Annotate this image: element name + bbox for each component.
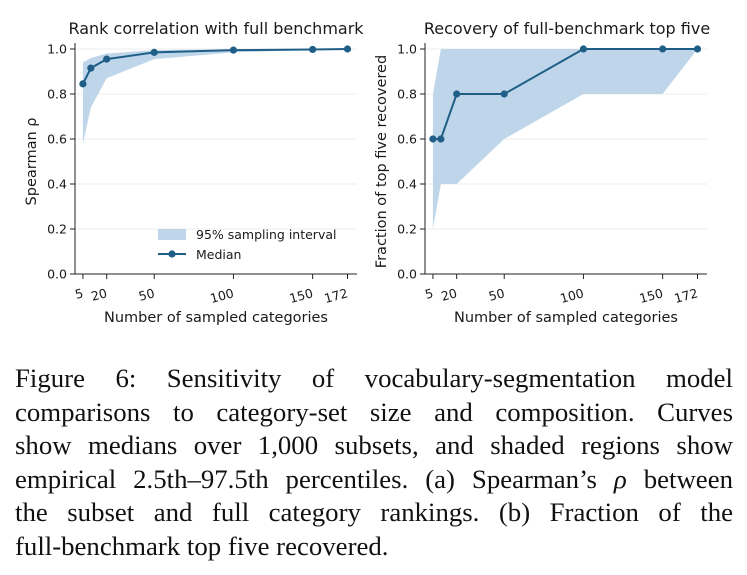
- median-point: [79, 80, 87, 88]
- x-tick-label: 20: [89, 285, 108, 304]
- sampling-interval-band: [82, 49, 348, 144]
- caption-line: Figure 6: Sensitivity of vocabulary-segm…: [15, 363, 733, 393]
- y-tick-label: 0.6: [47, 132, 67, 147]
- median-point: [229, 46, 238, 54]
- x-axis-label: Number of sampled categories: [104, 310, 328, 326]
- caption-line: empirical 2.5th–97.5th percentiles. (a) …: [15, 463, 733, 494]
- y-tick-label: 1.0: [397, 42, 417, 57]
- y-tick-label: 0.0: [47, 267, 67, 282]
- y-tick-label: 0.4: [397, 177, 417, 192]
- y-tick-label: 0.6: [397, 132, 417, 147]
- y-tick-label: 0.2: [47, 222, 67, 237]
- x-tick-label: 50: [137, 285, 156, 304]
- chart-title: Rank correlation with full benchmark: [68, 19, 364, 38]
- caption-line: full-benchmark top five recovered.: [15, 530, 389, 561]
- median-point: [453, 90, 461, 98]
- y-tick-label: 0.8: [47, 87, 67, 102]
- legend-line-label: Median: [196, 247, 241, 262]
- median-point: [579, 45, 588, 53]
- median-point: [659, 45, 667, 53]
- median-point: [87, 64, 95, 72]
- median-point: [429, 135, 437, 143]
- x-axis-label: Number of sampled categories: [454, 310, 678, 326]
- legend: 95% sampling interval Median: [158, 227, 336, 262]
- legend-line-marker: [168, 250, 176, 258]
- x-tick-label: 172: [673, 285, 700, 306]
- x-tick-label: 100: [558, 285, 585, 306]
- x-tick-label: 5: [73, 285, 85, 302]
- chart-title: Recovery of full-benchmark top five: [424, 19, 710, 38]
- median-point: [343, 45, 352, 53]
- x-tick-label: 150: [638, 285, 665, 306]
- median-point: [500, 90, 508, 98]
- caption-line: show medians over 1,000 subsets, and sha…: [15, 430, 733, 461]
- x-tick-label: 20: [439, 285, 458, 304]
- y-tick-label: 1.0: [47, 42, 67, 57]
- y-tick-label: 0.4: [47, 177, 67, 192]
- legend-band-label: 95% sampling interval: [196, 227, 336, 242]
- y-tick-label: 0.8: [397, 87, 417, 102]
- y-axis-label: Fraction of top five recovered: [374, 55, 390, 268]
- median-point: [693, 45, 702, 53]
- median-point: [309, 45, 317, 54]
- y-tick-label: 0.0: [397, 267, 417, 282]
- median-point: [150, 48, 158, 56]
- caption-line: comparisons to category-set size and com…: [15, 396, 733, 427]
- figure-caption: Figure 6: Sensitivity of vocabulary-segm…: [15, 362, 733, 564]
- x-tick-label: 50: [487, 285, 506, 304]
- median-point: [103, 55, 111, 63]
- y-tick-label: 0.2: [397, 222, 417, 237]
- median-point: [437, 135, 445, 143]
- x-tick-label: 5: [423, 285, 435, 302]
- y-axis-label: Spearman ρ: [24, 118, 40, 206]
- legend-band-swatch: [158, 229, 186, 240]
- figure: Rank correlation with full benchmark 0.0 0…: [24, 19, 710, 326]
- chart-panel-2: Recovery of full-benchmark top five 0.0 0.…: [374, 19, 710, 326]
- x-tick-label: 100: [208, 285, 235, 306]
- x-tick-label: 150: [288, 285, 315, 306]
- x-tick-label: 172: [323, 285, 350, 306]
- chart-panel-1: Rank correlation with full benchmark 0.0 0…: [24, 19, 364, 326]
- caption-line: the subset and full category rankings. (…: [15, 497, 733, 528]
